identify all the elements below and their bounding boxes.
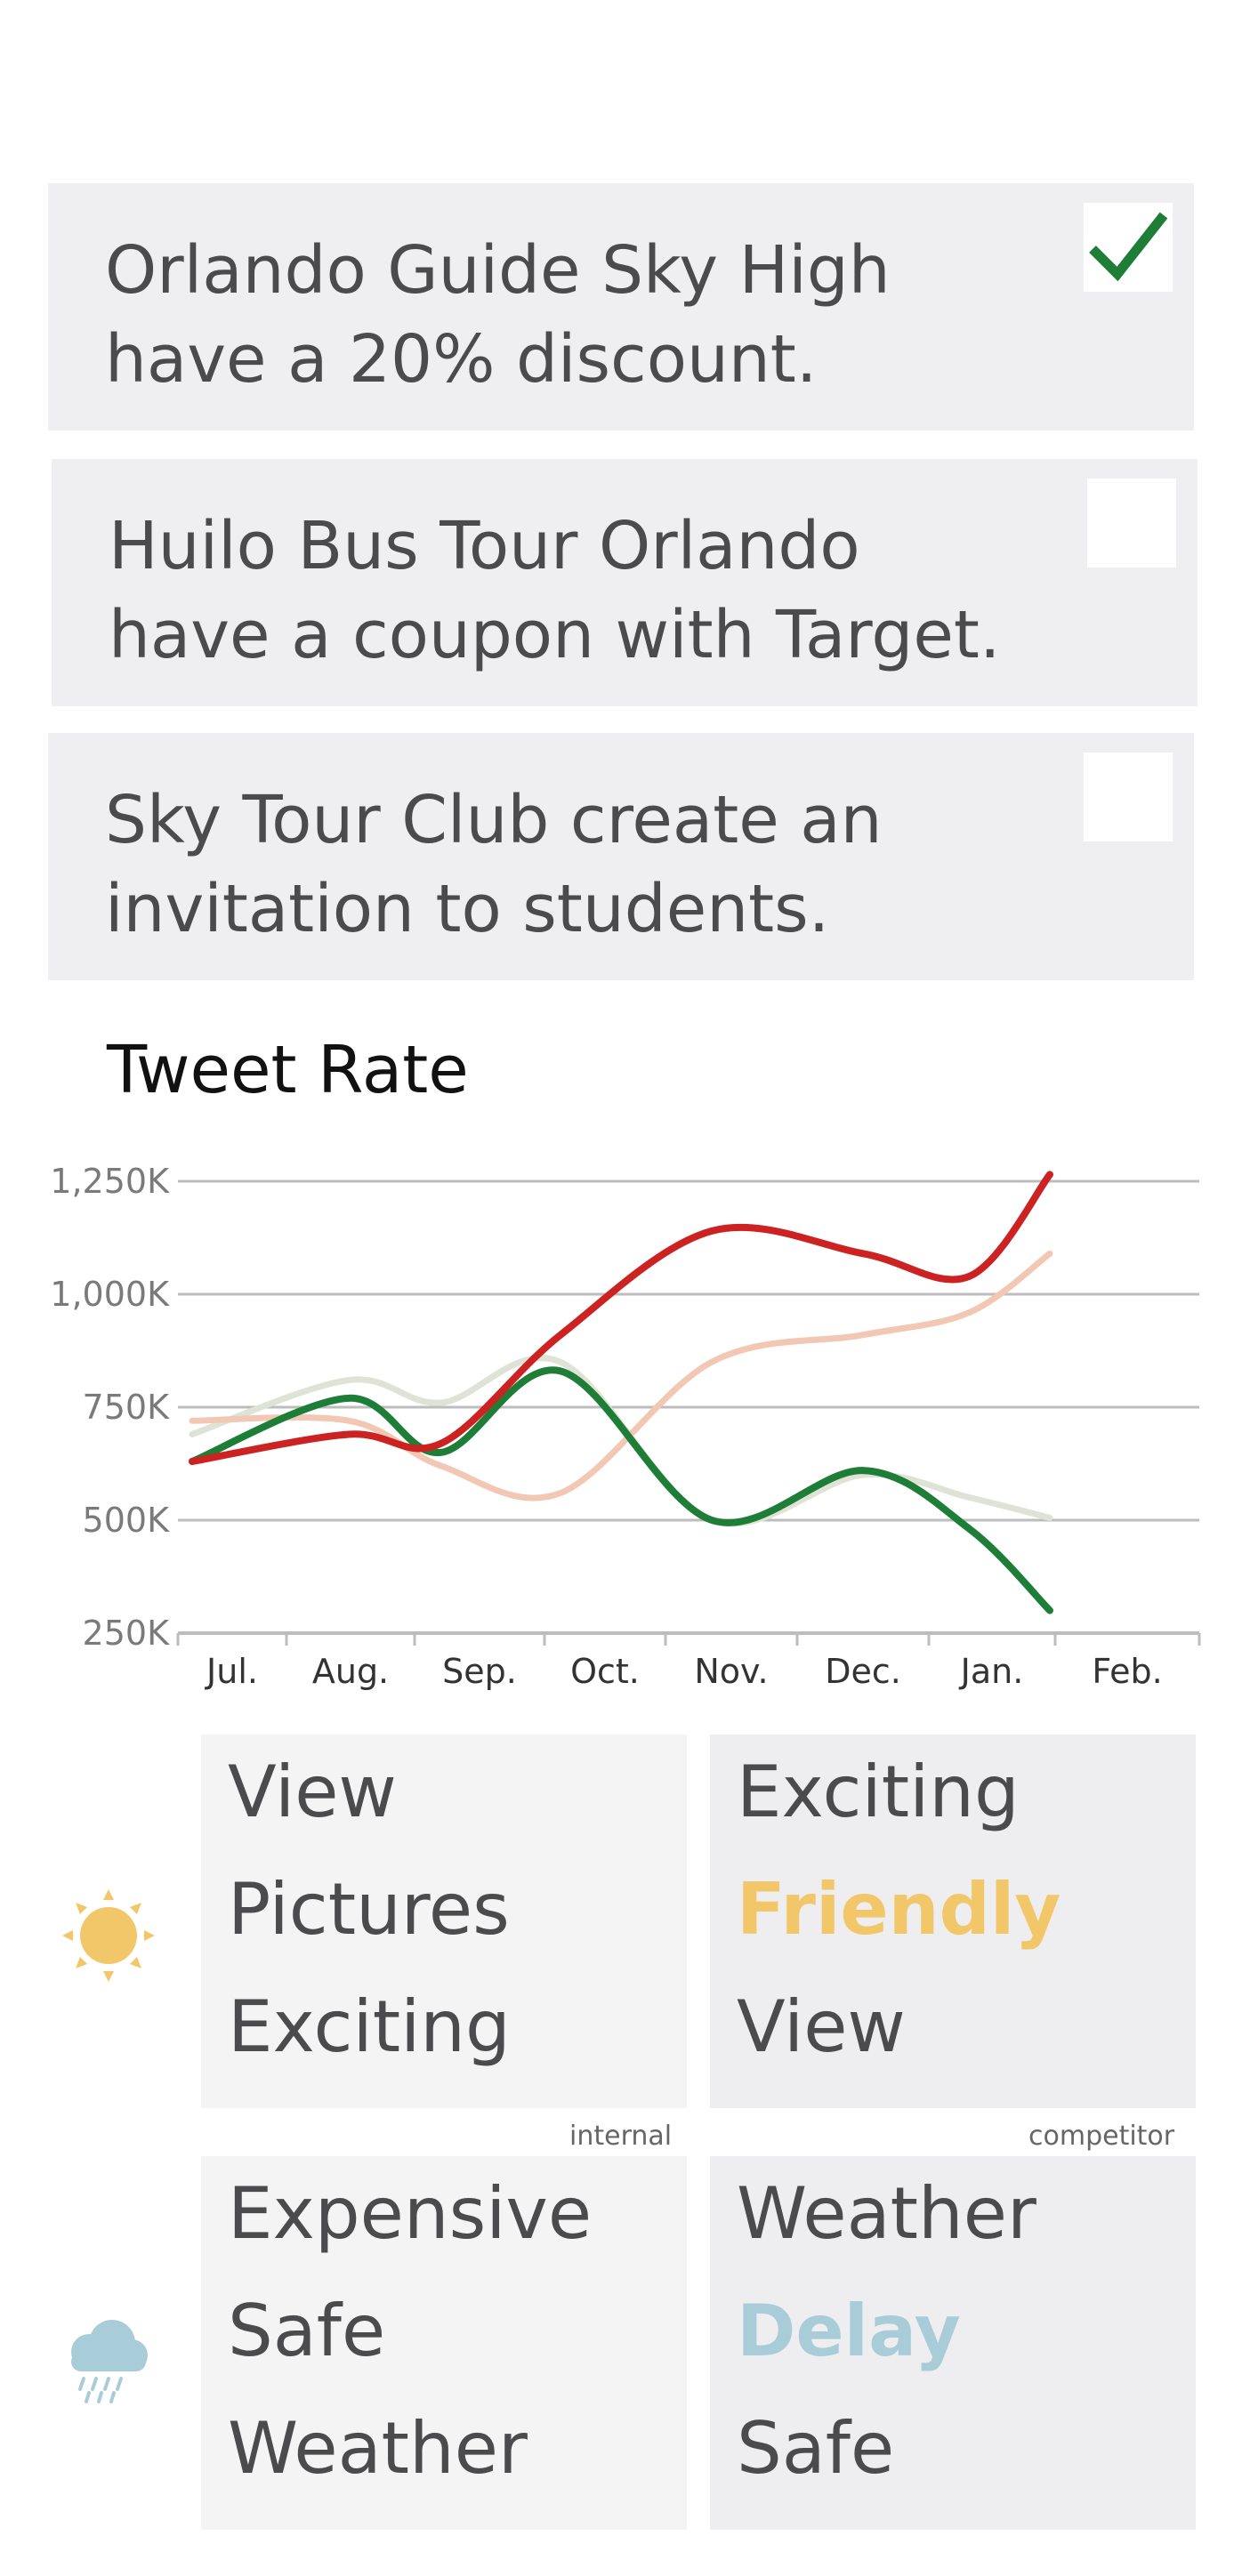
rainy-competitor-word-3: Safe [737,2407,895,2490]
rainy-competitor-word-1: Weather [737,2172,1036,2255]
competitor-caption: competitor [1028,2121,1175,2152]
sunny-internal-word-1: View [228,1751,397,1833]
tweet-rate-chart: 1,250K 1,000K 750K 500K 250K Jul. Aug. Sep. Oct.… [50,1162,1201,1691]
sunny-internal-word-2: Pictures [228,1868,510,1951]
internal-caption: internal [569,2121,673,2152]
sunny-internal-tile: View Pictures Exciting [201,1735,687,2108]
y-tick-label: 1,000K [50,1275,170,1314]
x-tick-label: Jul. [205,1652,258,1691]
x-tick-label: Jan. [959,1652,1024,1691]
chart-title: Tweet Rate [107,1032,469,1108]
sunny-competitor-word-3: View [737,1985,906,2068]
option-checkbox-2[interactable] [1087,479,1176,568]
rainy-competitor-word-2: Delay [737,2290,961,2372]
option-card-2[interactable]: Huilo Bus Tour Orlando have a coupon wit… [52,459,1198,706]
y-tick-label: 1,250K [50,1162,170,1201]
series-line-1 [189,1171,1053,1465]
rainy-competitor-tile: Weather Delay Safe [710,2156,1196,2530]
x-tick-label: Sep. [442,1652,517,1691]
sunny-competitor-tile: Exciting Friendly View [710,1735,1196,2108]
sun-icon [62,1889,155,1986]
series-line-4 [189,1366,1053,1614]
option-card-1[interactable]: Orlando Guide Sky High have a 20% discou… [48,183,1194,431]
rain-cloud-icon [62,2316,151,2410]
option-checkbox-3[interactable] [1084,753,1173,841]
series-line-2 [189,1250,1053,1501]
option-text-3: Sky Tour Club create an invitation to st… [105,782,883,947]
sunny-internal-word-3: Exciting [228,1985,511,2068]
option-card-3[interactable]: Sky Tour Club create an invitation to st… [48,733,1194,980]
y-tick-label: 500K [83,1501,171,1540]
x-tick-label: Nov. [694,1652,768,1691]
y-tick-label: 750K [83,1388,171,1427]
rainy-internal-tile: Expensive Safe Weather [201,2156,687,2530]
x-tick-label: Dec. [825,1652,901,1691]
x-tick-label: Aug. [312,1652,389,1691]
option-text-1: Orlando Guide Sky High have a 20% discou… [105,232,891,398]
x-tick-label: Feb. [1092,1652,1162,1691]
rainy-internal-word-2: Safe [228,2290,386,2372]
rainy-internal-word-1: Expensive [228,2172,593,2255]
y-tick-label: 250K [83,1614,171,1653]
option-text-2: Huilo Bus Tour Orlando have a coupon wit… [109,508,1001,673]
x-tick-label: Oct. [570,1652,640,1691]
option-checkbox-1[interactable] [1084,203,1173,292]
sunny-competitor-word-1: Exciting [737,1751,1020,1833]
sunny-competitor-word-2: Friendly [737,1868,1061,1951]
rainy-internal-word-3: Weather [228,2407,528,2490]
checkmark-icon [1089,212,1168,282]
